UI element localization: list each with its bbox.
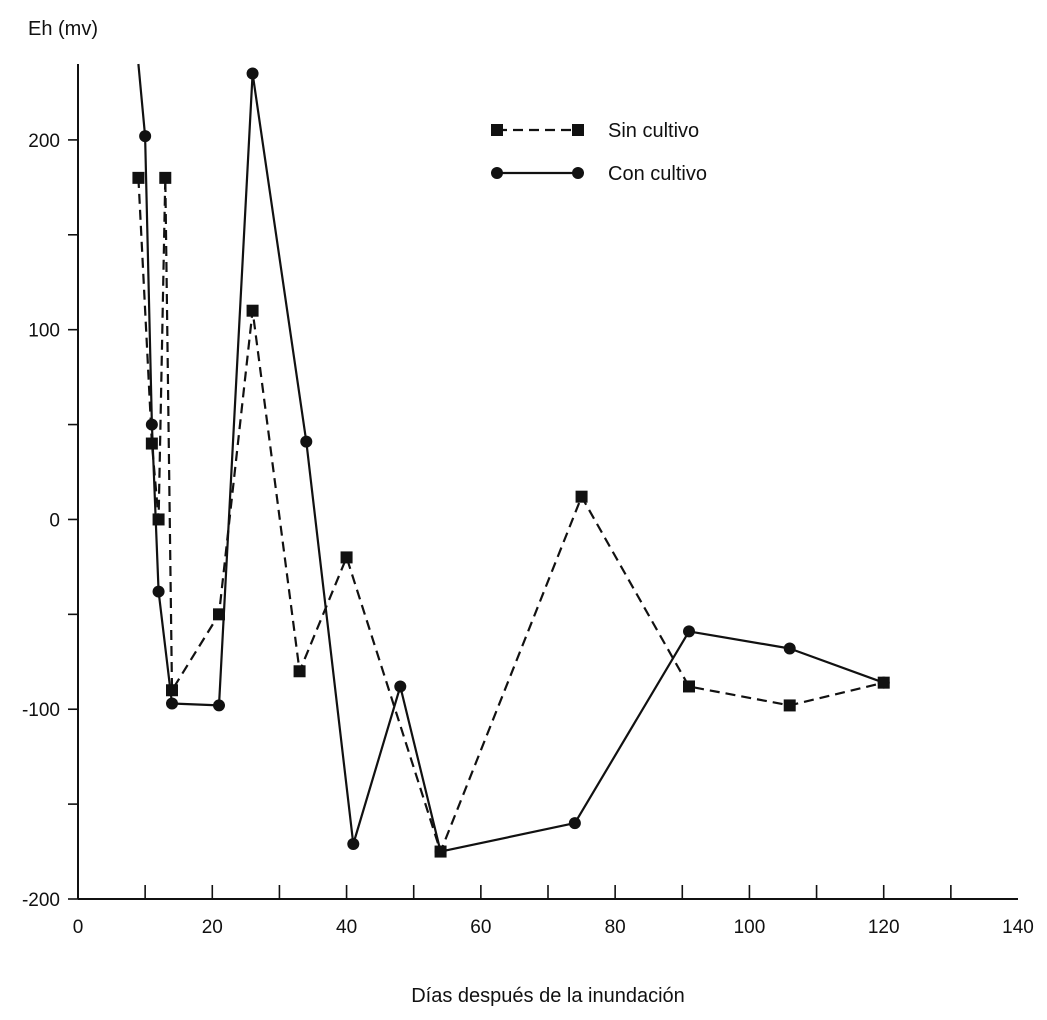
data-point-con-cultivo xyxy=(166,697,178,710)
y-tick-label: 200 xyxy=(28,131,60,152)
x-tick-label: 40 xyxy=(336,917,357,938)
axes: -200 -100 0 100 200 0 20 40 60 80 100 120 140 xyxy=(22,64,1034,938)
x-tick-label: 140 xyxy=(1002,917,1034,938)
y-axis-title: Eh (mv) xyxy=(28,18,98,40)
y-tick-label: -200 xyxy=(22,890,60,911)
x-axis-title: Días después de la inundación xyxy=(411,985,685,1007)
data-point-sin-cultivo xyxy=(783,699,796,712)
x-tick-label: 120 xyxy=(868,917,900,938)
legend-marker-sin-cultivo xyxy=(491,124,503,136)
legend-marker-sin-cultivo-end xyxy=(572,124,584,136)
legend-label-sin-cultivo: Sin cultivo xyxy=(608,120,699,142)
data-point-con-cultivo xyxy=(145,418,158,431)
data-point-sin-cultivo xyxy=(683,680,695,693)
data-point-sin-cultivo xyxy=(575,490,588,503)
data-point-con-cultivo xyxy=(347,837,360,850)
data-point-con-cultivo xyxy=(139,130,152,143)
data-point-sin-cultivo xyxy=(293,665,306,678)
x-tick-label: 20 xyxy=(202,917,223,938)
data-point-sin-cultivo xyxy=(340,551,353,564)
x-tick-label: 0 xyxy=(73,917,84,938)
data-point-sin-cultivo xyxy=(166,684,178,697)
x-tick-label: 80 xyxy=(605,917,626,938)
data-point-con-cultivo xyxy=(246,67,259,80)
data-point-con-cultivo xyxy=(434,845,447,858)
legend: Sin cultivo Con cultivo xyxy=(491,120,707,185)
series-layer xyxy=(132,63,890,858)
data-point-sin-cultivo xyxy=(132,171,145,184)
legend-marker-con-cultivo xyxy=(491,167,503,179)
data-point-con-cultivo xyxy=(152,585,165,598)
data-point-sin-cultivo xyxy=(152,513,165,526)
legend-marker-con-cultivo-end xyxy=(572,167,584,179)
series-line-sin-cultivo xyxy=(137,176,884,853)
x-tick-label: 60 xyxy=(470,917,491,938)
data-point-con-cultivo xyxy=(213,699,225,712)
series-line-con-cultivo xyxy=(137,63,885,853)
data-point-sin-cultivo xyxy=(246,304,259,317)
y-tick-label: -100 xyxy=(22,700,60,721)
y-tick-label: 100 xyxy=(28,321,60,342)
legend-label-con-cultivo: Con cultivo xyxy=(608,163,707,185)
data-point-con-cultivo xyxy=(394,680,407,693)
data-point-sin-cultivo xyxy=(159,171,172,184)
data-point-sin-cultivo xyxy=(213,608,225,621)
x-tick-label: 100 xyxy=(734,917,766,938)
data-point-con-cultivo xyxy=(300,435,313,448)
data-point-con-cultivo xyxy=(877,676,890,689)
data-point-con-cultivo xyxy=(683,625,695,638)
data-point-sin-cultivo xyxy=(145,437,158,450)
data-point-con-cultivo xyxy=(783,642,796,655)
y-tick-label: 0 xyxy=(49,510,60,531)
data-point-con-cultivo xyxy=(568,817,581,830)
